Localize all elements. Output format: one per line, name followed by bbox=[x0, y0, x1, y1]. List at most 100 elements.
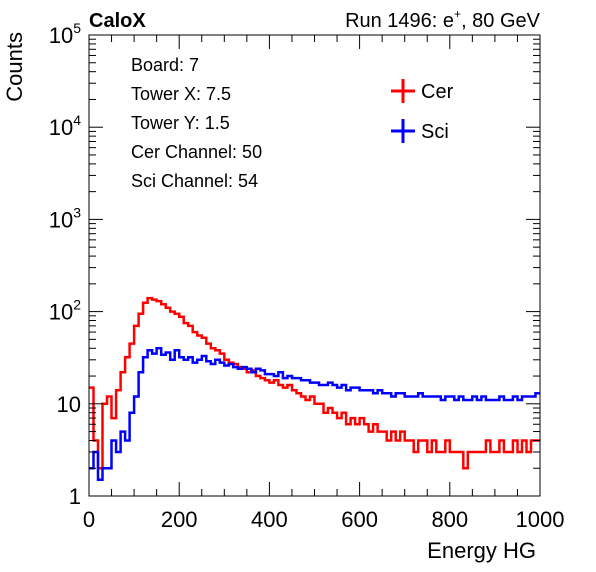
data-point-sci bbox=[113, 439, 115, 442]
data-point-sci bbox=[460, 395, 462, 398]
x-tick-label: 200 bbox=[161, 507, 198, 532]
data-point-sci bbox=[401, 392, 404, 395]
data-point-sci bbox=[514, 395, 516, 398]
data-point-sci bbox=[518, 399, 521, 401]
data-point-cer bbox=[311, 395, 314, 398]
info-line: Board: 7 bbox=[131, 55, 199, 75]
data-point-cer bbox=[99, 467, 102, 470]
data-point-cer bbox=[302, 395, 305, 398]
data-point-sci bbox=[284, 377, 287, 379]
y-tick-exponent: 4 bbox=[73, 112, 81, 128]
series-layer bbox=[89, 296, 540, 482]
data-point-sci bbox=[104, 467, 106, 470]
data-point-cer bbox=[171, 310, 174, 313]
data-point-sci bbox=[343, 384, 345, 386]
data-point-cer bbox=[320, 403, 323, 405]
data-point-cer bbox=[365, 423, 368, 426]
data-point-cer bbox=[203, 337, 205, 339]
data-point-cer bbox=[225, 359, 228, 361]
data-point-cer bbox=[207, 342, 210, 345]
data-point-cer bbox=[406, 439, 408, 442]
info-line: Cer Channel: 50 bbox=[131, 142, 262, 162]
legend: Cer Sci bbox=[391, 79, 454, 143]
data-point-sci bbox=[464, 399, 467, 401]
data-point-sci bbox=[99, 479, 102, 481]
data-point-cer bbox=[343, 411, 345, 414]
data-point-cer bbox=[451, 451, 453, 453]
data-point-sci bbox=[221, 361, 223, 364]
data-point-sci bbox=[108, 467, 111, 470]
data-point-cer bbox=[117, 389, 120, 392]
data-point-cer bbox=[306, 399, 309, 401]
data-point-sci bbox=[491, 399, 494, 401]
data-point-sci bbox=[117, 451, 120, 453]
y-tick-base: 10 bbox=[49, 207, 73, 232]
data-point-cer bbox=[388, 439, 390, 442]
data-point-cer bbox=[352, 417, 354, 419]
data-point-sci bbox=[352, 386, 354, 389]
data-point-sci bbox=[203, 355, 205, 357]
data-point-cer bbox=[442, 451, 444, 453]
data-point-sci bbox=[144, 356, 147, 359]
data-point-cer bbox=[185, 322, 187, 324]
data-point-cer bbox=[410, 439, 413, 442]
data-point-sci bbox=[496, 399, 499, 401]
data-point-cer bbox=[149, 297, 151, 299]
data-point-sci bbox=[212, 363, 214, 365]
data-point-sci bbox=[482, 395, 485, 398]
data-point-cer bbox=[428, 451, 431, 453]
info-box: Board: 7 Tower X: 7.5 Tower Y: 1.5 Cer Chan… bbox=[131, 55, 262, 191]
data-point-sci bbox=[455, 399, 458, 401]
y-tick-base: 10 bbox=[49, 115, 73, 140]
data-point-cer bbox=[297, 392, 300, 395]
run-label-main: Run 1496: e bbox=[345, 10, 454, 32]
data-point-cer bbox=[419, 439, 422, 442]
data-point-sci bbox=[252, 371, 255, 374]
data-point-sci bbox=[230, 363, 232, 365]
data-point-sci bbox=[162, 354, 165, 356]
data-point-sci bbox=[167, 351, 169, 354]
data-point-cer bbox=[329, 407, 332, 409]
data-point-sci bbox=[239, 367, 241, 370]
data-point-sci bbox=[270, 373, 273, 375]
x-tick-label: 0 bbox=[83, 507, 95, 532]
x-tick-label: 800 bbox=[431, 507, 468, 532]
data-point-sci bbox=[500, 395, 503, 398]
data-point-sci bbox=[293, 377, 296, 379]
data-point-sci bbox=[306, 379, 309, 382]
data-point-sci bbox=[374, 392, 377, 395]
data-point-sci bbox=[370, 389, 372, 392]
data-point-sci bbox=[478, 399, 480, 401]
data-point-cer bbox=[370, 430, 372, 433]
data-point-cer bbox=[122, 371, 124, 374]
data-point-sci bbox=[433, 395, 435, 398]
data-point-sci bbox=[275, 375, 278, 377]
data-point-sci bbox=[302, 379, 305, 382]
data-point-sci bbox=[428, 395, 431, 398]
data-point-cer bbox=[433, 439, 435, 442]
data-point-cer bbox=[135, 325, 138, 327]
data-point-sci bbox=[126, 439, 129, 442]
data-point-cer bbox=[482, 451, 485, 453]
y-tick-label: 10 bbox=[57, 392, 81, 417]
data-point-sci bbox=[311, 381, 314, 384]
data-point-sci bbox=[473, 395, 476, 398]
data-point-cer bbox=[270, 381, 273, 384]
data-point-cer bbox=[487, 439, 489, 442]
corner-label: CaloX bbox=[89, 10, 146, 32]
data-point-cer bbox=[90, 386, 93, 389]
y-tick-exponent: 5 bbox=[73, 20, 81, 36]
data-point-cer bbox=[158, 300, 160, 302]
y-tick-base: 10 bbox=[57, 392, 81, 417]
info-line: Tower X: 7.5 bbox=[131, 84, 231, 104]
data-point-sci bbox=[158, 347, 160, 350]
data-point-sci bbox=[216, 359, 219, 361]
series-sci bbox=[89, 347, 540, 482]
info-line: Sci Channel: 54 bbox=[131, 171, 258, 191]
data-point-cer bbox=[374, 423, 377, 426]
legend-entry: Cer bbox=[421, 81, 454, 103]
data-point-sci bbox=[379, 389, 381, 392]
